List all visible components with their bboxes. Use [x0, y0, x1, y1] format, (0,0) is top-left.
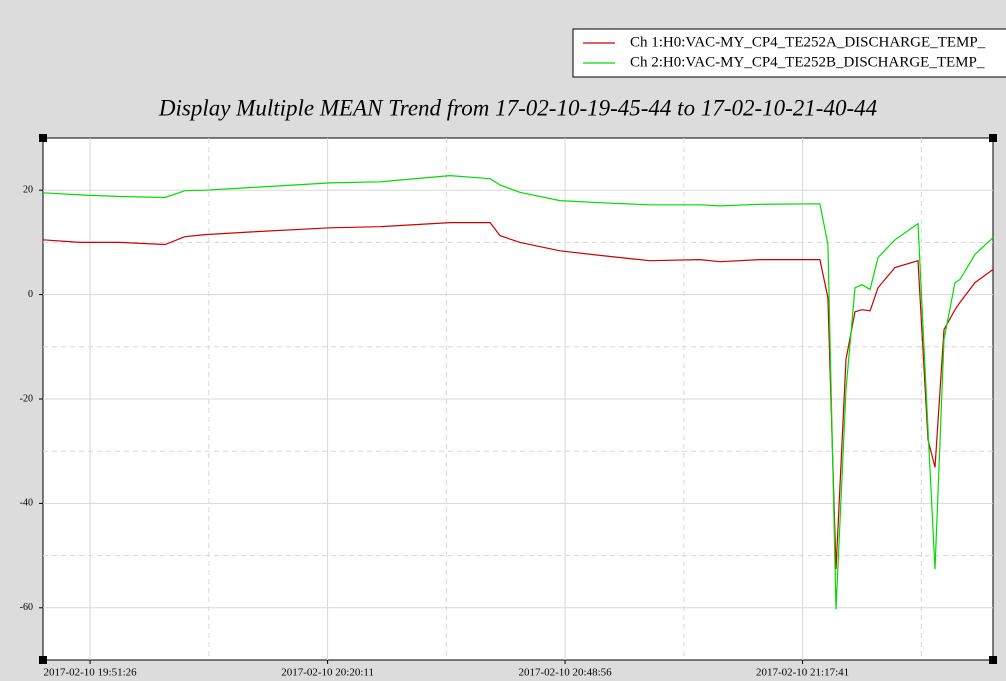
corner-handle: [39, 656, 47, 664]
y-tick-label: -60: [20, 602, 33, 613]
y-tick-label: -20: [20, 393, 33, 404]
corner-handle: [989, 656, 997, 664]
x-tick-label: 2017-02-10 20:20:11: [281, 667, 374, 679]
corner-handle: [989, 134, 997, 142]
legend-box: [572, 28, 1006, 78]
chart-title: Display Multiple MEAN Trend from 17-02-1…: [158, 95, 877, 120]
y-tick-label: 20: [23, 184, 33, 195]
x-tick-label: 2017-02-10 20:48:56: [518, 667, 612, 679]
x-tick-label: 2017-02-10 19:51:26: [43, 667, 137, 679]
legend-label: Ch 1:H0:VAC-MY_CP4_TE252A_DISCHARGE_TEMP…: [630, 34, 986, 50]
y-tick-label: 0: [28, 289, 33, 300]
x-tick-label: 2017-02-10 21:17:41: [756, 667, 849, 679]
series-line: [42, 174, 994, 610]
y-tick-label: -40: [20, 498, 33, 509]
legend-label: Ch 2:H0:VAC-MY_CP4_TE252B_DISCHARGE_TEMP…: [630, 54, 985, 70]
corner-handle: [39, 134, 47, 142]
